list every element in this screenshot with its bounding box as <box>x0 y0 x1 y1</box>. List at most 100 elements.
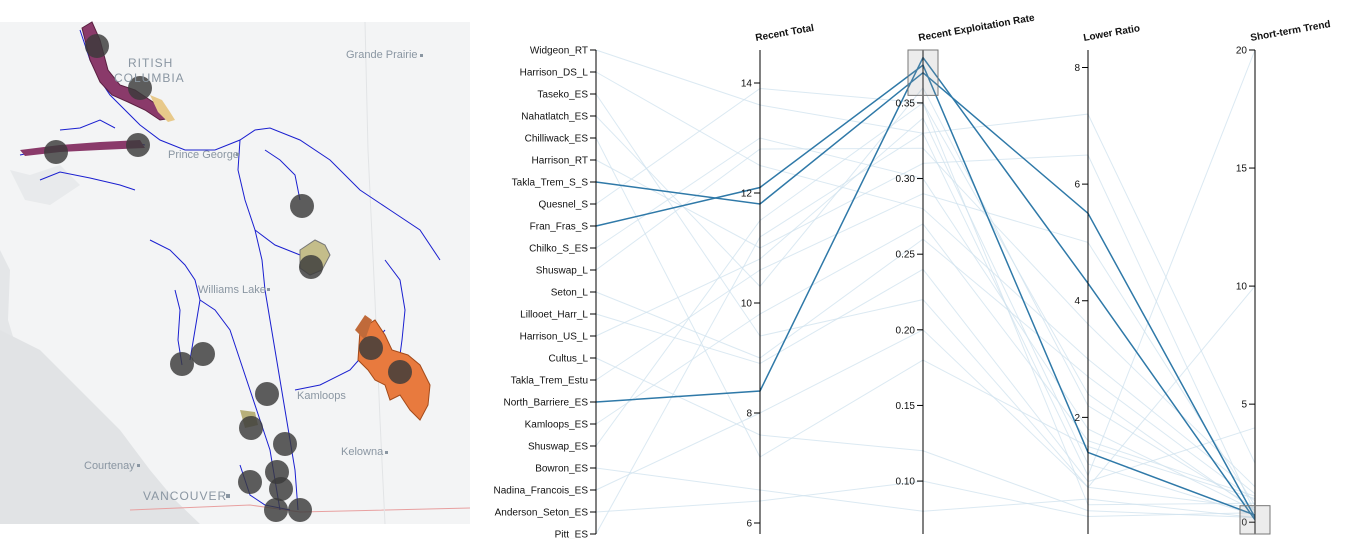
city-label-kamloops: Kamloops <box>297 390 346 402</box>
stock-label[interactable]: Bowron_ES <box>535 464 588 475</box>
background-line <box>595 147 1256 488</box>
highlighted-lines <box>595 56 1256 521</box>
stock-label[interactable]: Nadina_Francois_ES <box>494 486 589 497</box>
city-dot-williams-lake <box>267 288 270 291</box>
stock-label[interactable]: Harrison_US_L <box>520 332 589 343</box>
strait-water <box>0 330 200 524</box>
city-dot-vancouver <box>226 494 230 498</box>
site-marker[interactable] <box>128 76 152 100</box>
tick-label: 10 <box>741 299 753 310</box>
tick-label: 8 <box>746 409 752 420</box>
background-line <box>595 467 1256 518</box>
stock-label[interactable]: Chilliwack_ES <box>525 134 589 145</box>
stock-label[interactable]: Fran_Fras_S <box>530 222 589 233</box>
city-dot-grande-prairie <box>420 54 423 57</box>
axes-group: Widgeon_RT Harrison_DS_L Taseko_ES Nahatlat… <box>494 13 1332 539</box>
site-markers <box>44 34 412 522</box>
background-lines <box>595 49 1256 535</box>
city-label-courtenay: Courtenay <box>84 460 135 472</box>
site-marker[interactable] <box>388 360 412 384</box>
stock-label[interactable]: Kamloops_ES <box>525 420 589 431</box>
stock-label[interactable]: North_Barriere_ES <box>504 398 589 409</box>
map-canvas[interactable] <box>0 0 482 539</box>
stock-label[interactable]: Quesnel_S <box>539 200 589 211</box>
stock-label[interactable]: Widgeon_RT <box>530 46 588 57</box>
city-label-williams-lake: Williams Lake <box>198 284 266 296</box>
map-panel[interactable]: RITISH COLUMBIA Grande Prairie Prince Ge… <box>0 0 482 539</box>
region-label-line1: RITISH <box>128 56 174 70</box>
site-marker[interactable] <box>255 382 279 406</box>
brushes-group[interactable] <box>907 49 1271 535</box>
city-label-prince-george: Prince George <box>168 149 239 161</box>
city-dot-courtenay <box>137 464 140 467</box>
parallel-coordinates-chart[interactable]: Widgeon_RT Harrison_DS_L Taseko_ES Nahatlat… <box>482 0 1351 539</box>
tick-label: 8 <box>1074 63 1080 74</box>
tick-label: 20 <box>1236 46 1248 57</box>
stock-label[interactable]: Shuswap_L <box>536 266 589 277</box>
tick-label: 0.35 <box>896 98 916 109</box>
stock-label[interactable]: Lillooet_Harr_L <box>520 310 588 321</box>
site-marker[interactable] <box>126 133 150 157</box>
inlet-water <box>10 165 80 205</box>
tick-label: 15 <box>1236 164 1248 175</box>
stock-label[interactable]: Anderson_Seton_ES <box>495 508 589 519</box>
province-border <box>364 21 386 525</box>
highlighted-line[interactable] <box>595 56 1256 521</box>
stock-label[interactable]: Harrison_DS_L <box>520 68 589 79</box>
site-marker[interactable] <box>85 34 109 58</box>
tick-label: 0.25 <box>896 250 916 261</box>
tick-label: 6 <box>1074 180 1080 191</box>
site-marker[interactable] <box>170 352 194 376</box>
background-line <box>595 71 1256 495</box>
habitat-north <box>150 95 175 122</box>
axis-title[interactable]: Recent Total <box>755 23 815 44</box>
stock-label[interactable]: Nahatlatch_ES <box>521 112 588 123</box>
watershed-highlight-upper <box>355 315 372 340</box>
background-line <box>595 223 1256 497</box>
site-marker[interactable] <box>238 470 262 494</box>
tick-label: 10 <box>1236 282 1248 293</box>
stock-label[interactable]: Shuswap_ES <box>528 442 588 453</box>
tick-label: 0 <box>1241 518 1247 529</box>
stock-label[interactable]: Taseko_ES <box>537 90 588 101</box>
tick-label: 6 <box>746 519 752 530</box>
site-marker[interactable] <box>239 416 263 440</box>
city-dot-kelowna <box>385 451 388 454</box>
brush-selection[interactable] <box>907 49 939 96</box>
site-marker[interactable] <box>269 477 293 501</box>
stock-label[interactable]: Takla_Trem_S_S <box>512 178 589 189</box>
site-marker[interactable] <box>264 498 288 522</box>
background-line <box>595 93 1256 489</box>
site-marker[interactable] <box>290 194 314 218</box>
site-marker[interactable] <box>191 342 215 366</box>
stock-label[interactable]: Harrison_RT <box>532 156 589 167</box>
city-label-vancouver: VANCOUVER <box>143 489 228 503</box>
axis-title[interactable]: Short-term Trend <box>1250 19 1332 44</box>
site-marker[interactable] <box>273 432 297 456</box>
city-label-grande-prairie: Grande Prairie <box>346 49 418 61</box>
site-marker[interactable] <box>44 140 68 164</box>
stock-label[interactable]: Cultus_L <box>549 354 589 365</box>
tick-label: 12 <box>741 189 753 200</box>
tick-label: 2 <box>1074 413 1080 424</box>
axis-title[interactable]: Lower Ratio <box>1083 23 1141 44</box>
stock-label[interactable]: Chilko_S_ES <box>529 244 588 255</box>
background-line <box>595 137 1256 511</box>
region-label-line2: COLUMBIA <box>114 71 185 85</box>
axis-title[interactable]: Recent Exploitation Rate <box>918 13 1036 44</box>
background-line <box>595 117 1256 516</box>
background-line <box>595 238 1256 502</box>
site-marker[interactable] <box>299 255 323 279</box>
stock-label[interactable]: Pitt_ES <box>555 530 589 539</box>
stock-label[interactable]: Takla_Trem_Estu <box>511 376 588 387</box>
tick-label: 0.30 <box>896 174 916 185</box>
background-line <box>595 49 1256 464</box>
site-marker[interactable] <box>288 498 312 522</box>
stock-label[interactable]: Seton_L <box>551 288 589 299</box>
axis-stock: Widgeon_RT Harrison_DS_L Taseko_ES Nahatlat… <box>494 46 597 539</box>
city-label-kelowna: Kelowna <box>341 446 384 458</box>
brush-selection[interactable] <box>1239 505 1271 535</box>
site-marker[interactable] <box>359 336 383 360</box>
tick-label: 0.15 <box>896 401 916 412</box>
